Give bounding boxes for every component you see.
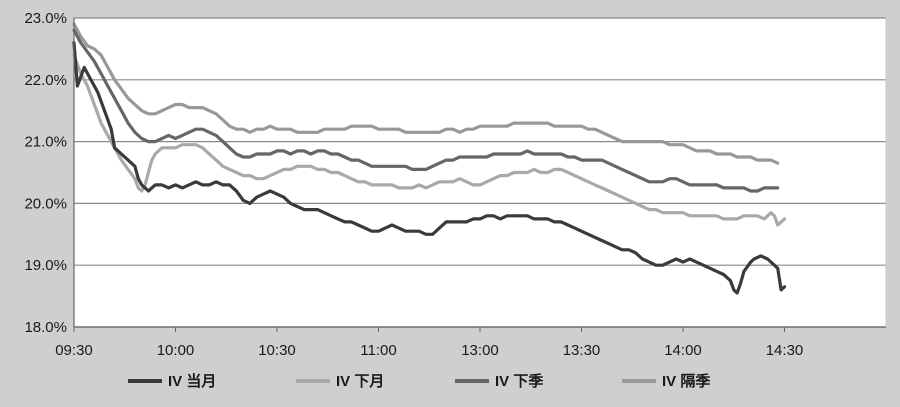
plot-background bbox=[74, 18, 886, 327]
legend-label-0: IV 当月 bbox=[168, 372, 216, 390]
series-line-3 bbox=[72, 22, 780, 165]
axes bbox=[73, 18, 887, 332]
legend-label-3: IV 隔季 bbox=[662, 372, 710, 390]
x-tick-label: 13:30 bbox=[563, 342, 601, 359]
series-line-0 bbox=[72, 41, 787, 295]
legend-label-1: IV 下月 bbox=[336, 373, 384, 390]
legend-label-2: IV 下季 bbox=[495, 372, 543, 390]
y-tick-label: 19.0% bbox=[24, 257, 67, 274]
x-tick-label: 10:30 bbox=[258, 342, 296, 359]
x-tick-label: 10:00 bbox=[157, 342, 195, 359]
y-tick-label: 23.0% bbox=[24, 10, 67, 27]
x-tick-label: 14:30 bbox=[766, 342, 804, 359]
x-tick-label: 11:00 bbox=[360, 342, 396, 359]
series-line-2 bbox=[72, 28, 780, 193]
series-layer bbox=[72, 22, 787, 295]
series-line-1 bbox=[72, 53, 787, 227]
x-tick-label: 14:00 bbox=[664, 342, 702, 359]
legend: IV 当月 IV 下月 IV 下季 IV 隔季 bbox=[128, 372, 710, 390]
x-tick-label: 09:30 bbox=[55, 342, 93, 359]
y-tick-label: 18.0% bbox=[24, 319, 67, 336]
y-axis-tick-labels: 18.0% 19.0% 20.0% 21.0% 22.0% 23.0% bbox=[24, 10, 67, 336]
y-tick-label: 20.0% bbox=[24, 195, 67, 212]
x-tick-label: 13:00 bbox=[461, 342, 499, 359]
y-tick-label: 22.0% bbox=[24, 72, 67, 89]
y-tick-label: 21.0% bbox=[24, 134, 67, 151]
x-axis-tick-labels: 09:30 10:00 10:30 11:00 13:00 13:30 14:00 14:30 bbox=[55, 342, 803, 359]
